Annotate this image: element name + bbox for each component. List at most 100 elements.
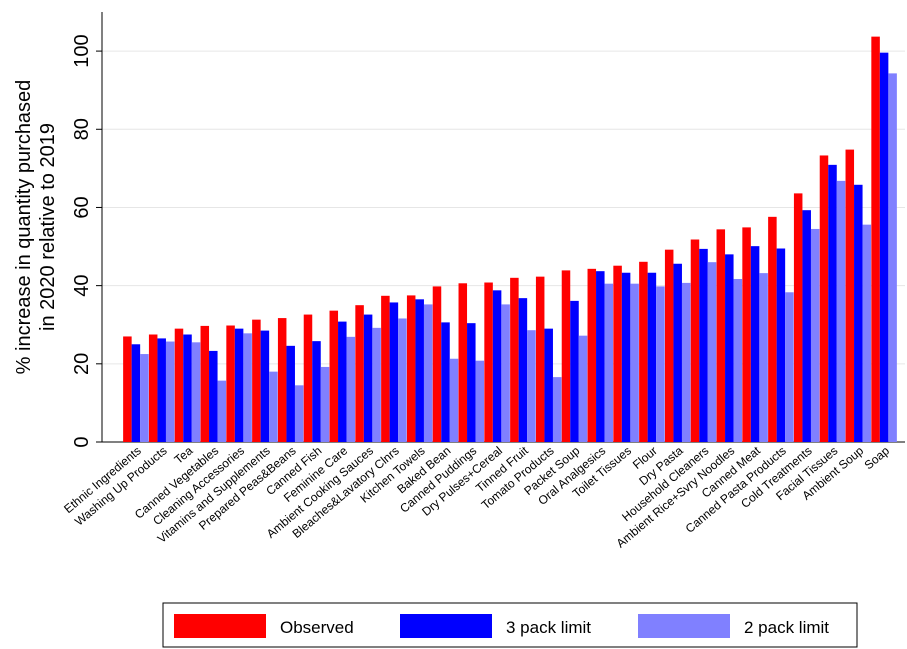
- bar: [690, 239, 700, 442]
- bar: [613, 265, 622, 442]
- bar: [587, 268, 597, 442]
- bar: [742, 227, 751, 442]
- bar: [596, 271, 605, 442]
- bar: [604, 283, 614, 442]
- legend-label: 3 pack limit: [506, 618, 591, 637]
- bar: [518, 298, 528, 442]
- bar: [458, 283, 468, 442]
- bar: [544, 328, 553, 442]
- bar: [733, 278, 743, 442]
- bar: [329, 310, 339, 442]
- legend-label: 2 pack limit: [744, 618, 829, 637]
- bar: [570, 300, 579, 442]
- bar: [578, 335, 588, 442]
- bar: [423, 304, 433, 442]
- bar: [673, 263, 682, 442]
- bar: [561, 270, 571, 442]
- bar: [492, 290, 502, 442]
- y-axis-label: in 2020 relative to 2019: [37, 123, 59, 331]
- bar: [785, 292, 794, 442]
- bar: [681, 282, 691, 442]
- bar: [639, 261, 648, 442]
- bar: [854, 184, 863, 443]
- bar: [836, 180, 846, 442]
- bar: [776, 248, 786, 442]
- bar: [552, 377, 562, 442]
- bar: [716, 229, 726, 442]
- bar: [664, 249, 674, 442]
- bar: [363, 314, 373, 442]
- bar: [449, 358, 459, 442]
- bar: [527, 330, 536, 442]
- bar: [191, 342, 201, 442]
- bar: [303, 314, 313, 442]
- bar: [406, 295, 416, 442]
- bar: [535, 276, 545, 442]
- bar: [630, 283, 639, 442]
- bar: [372, 327, 381, 442]
- bar: [810, 228, 820, 442]
- bar: [234, 328, 244, 442]
- y-tick-label: 100: [71, 34, 93, 67]
- bar: [656, 286, 665, 442]
- bar: [768, 216, 777, 442]
- bar: [510, 277, 519, 442]
- legend-swatch: [638, 614, 730, 638]
- bar: [200, 325, 210, 442]
- bar: [131, 344, 141, 442]
- bar: [759, 273, 768, 442]
- bar: [157, 338, 166, 442]
- bar: [243, 333, 252, 442]
- bar: [148, 334, 158, 442]
- y-tick-label: 20: [71, 353, 93, 375]
- bar: [793, 193, 803, 442]
- bar: [647, 272, 657, 442]
- bar: [484, 282, 493, 442]
- bar: [862, 224, 872, 442]
- bar: [750, 246, 760, 442]
- bar: [183, 334, 192, 442]
- bar: [174, 328, 184, 442]
- legend-swatch: [174, 614, 266, 638]
- bar: [501, 304, 510, 442]
- bar: [338, 321, 347, 442]
- legend-swatch: [400, 614, 492, 638]
- bar: [123, 336, 132, 442]
- bar: [845, 149, 855, 442]
- bar: [432, 286, 442, 442]
- bar: [828, 164, 837, 442]
- y-tick-label: 40: [71, 275, 93, 297]
- bar: [621, 272, 631, 442]
- bar: [269, 371, 278, 442]
- bar: [725, 254, 734, 442]
- bar: [165, 341, 175, 442]
- bar: [277, 318, 287, 442]
- legend-label: Observed: [280, 618, 354, 637]
- bar: [320, 366, 330, 442]
- bar: [252, 319, 261, 442]
- bar: [389, 302, 399, 442]
- bar: [140, 354, 149, 442]
- bar: [346, 336, 356, 442]
- bar: [467, 323, 476, 442]
- y-tick-label: 80: [71, 118, 93, 140]
- bar: [286, 345, 295, 442]
- bar: [294, 385, 304, 442]
- bar: [475, 360, 485, 442]
- bar: [871, 36, 880, 443]
- bar: [415, 299, 424, 442]
- x-tick-label: Soap: [862, 443, 893, 472]
- bar: [209, 350, 218, 442]
- bar: [260, 330, 270, 442]
- bar: [802, 210, 811, 442]
- bar: [888, 73, 897, 442]
- y-tick-label: 0: [71, 436, 93, 447]
- bar: [226, 325, 235, 442]
- bar: [312, 341, 321, 442]
- bar: [819, 155, 829, 443]
- bar: [441, 322, 450, 442]
- bar: [707, 262, 717, 442]
- legend-box: [162, 602, 858, 648]
- bar: [398, 318, 407, 442]
